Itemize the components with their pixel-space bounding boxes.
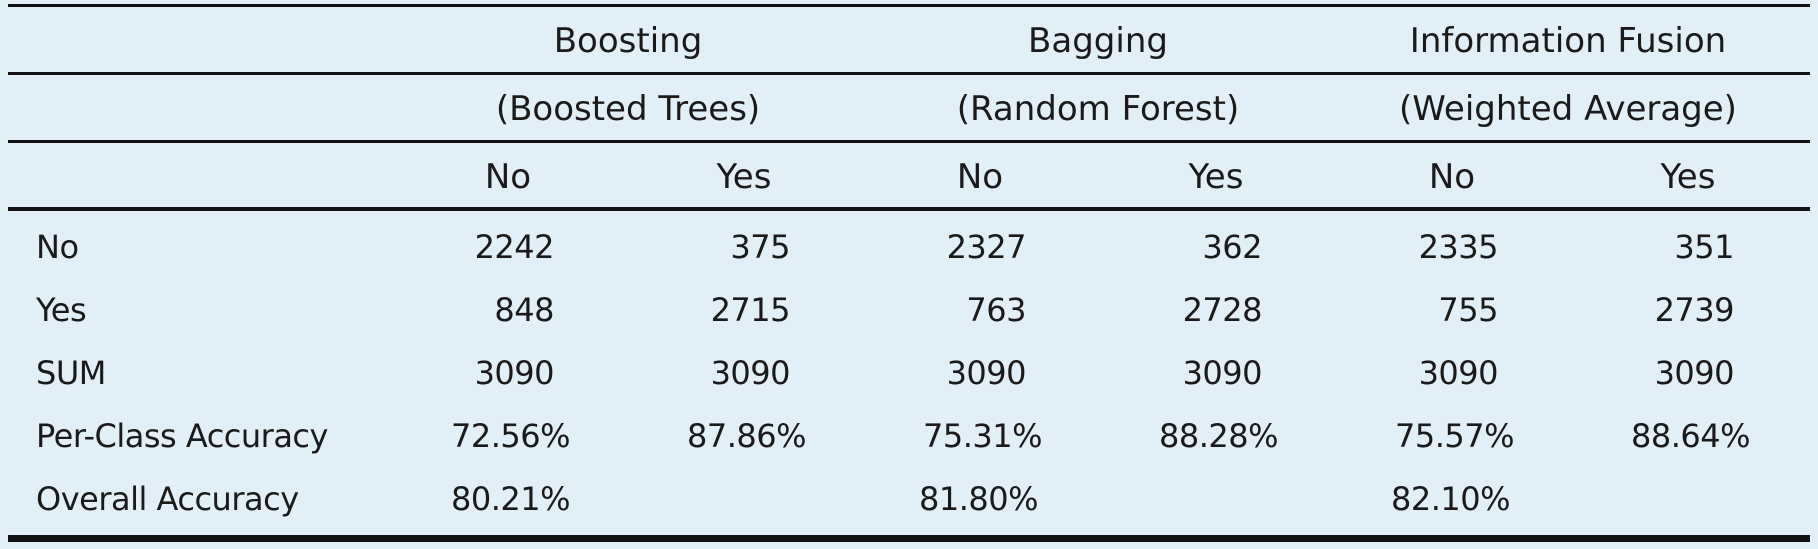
method-header-boosted-trees: (Boosted Trees) xyxy=(495,89,761,129)
group-header-boosting: Boosting xyxy=(553,21,703,61)
group-rule xyxy=(8,72,1810,75)
table-cell: 2327 xyxy=(946,228,1027,266)
table-cell: 3090 xyxy=(710,354,791,392)
method-rule xyxy=(8,140,1810,143)
subheader-no: No xyxy=(1428,157,1476,197)
table-cell: 75.57% xyxy=(1394,417,1515,455)
table-cell: 2715 xyxy=(710,291,791,329)
row-label-sum: SUM xyxy=(36,354,106,392)
table-cell: 848 xyxy=(494,291,554,329)
method-header-weighted-average: (Weighted Average) xyxy=(1399,89,1737,129)
table-cell: 375 xyxy=(730,228,790,266)
table-cell: 2728 xyxy=(1182,291,1263,329)
header-rule xyxy=(8,207,1810,211)
subheader-yes: Yes xyxy=(716,157,772,197)
table-cell: 87.86% xyxy=(686,417,807,455)
group-header-information-fusion: Information Fusion xyxy=(1409,21,1727,61)
table-cell: 72.56% xyxy=(450,417,571,455)
group-header-bagging: Bagging xyxy=(1028,21,1168,61)
method-header-random-forest: (Random Forest) xyxy=(956,89,1240,129)
row-label-overall-accuracy: Overall Accuracy xyxy=(36,480,299,518)
confusion-matrix-table: Boosting Bagging Information Fusion (Boo… xyxy=(8,0,1810,549)
top-rule xyxy=(8,4,1810,7)
table-cell: 763 xyxy=(966,291,1026,329)
table-cell: 82.10% xyxy=(1390,480,1511,518)
table-cell: 2739 xyxy=(1654,291,1735,329)
table-cell: 80.21% xyxy=(450,480,571,518)
row-label-per-class-accuracy: Per-Class Accuracy xyxy=(36,417,328,455)
table-cell: 3090 xyxy=(1182,354,1263,392)
table-cell: 3090 xyxy=(474,354,555,392)
table-cell: 362 xyxy=(1202,228,1262,266)
subheader-no: No xyxy=(484,157,532,197)
row-label-no: No xyxy=(36,228,79,266)
table-cell: 75.31% xyxy=(922,417,1043,455)
bottom-rule xyxy=(8,535,1810,542)
table-cell: 88.64% xyxy=(1630,417,1751,455)
subheader-no: No xyxy=(956,157,1004,197)
table-cell: 3090 xyxy=(1654,354,1735,392)
table-cell: 351 xyxy=(1674,228,1734,266)
subheader-yes: Yes xyxy=(1188,157,1244,197)
row-label-yes: Yes xyxy=(36,291,87,329)
table-cell: 2335 xyxy=(1418,228,1499,266)
table-cell: 88.28% xyxy=(1158,417,1279,455)
table-cell: 81.80% xyxy=(918,480,1039,518)
table-cell: 2242 xyxy=(474,228,555,266)
table-cell: 755 xyxy=(1438,291,1498,329)
table-cell: 3090 xyxy=(1418,354,1499,392)
subheader-yes: Yes xyxy=(1660,157,1716,197)
table-cell: 3090 xyxy=(946,354,1027,392)
